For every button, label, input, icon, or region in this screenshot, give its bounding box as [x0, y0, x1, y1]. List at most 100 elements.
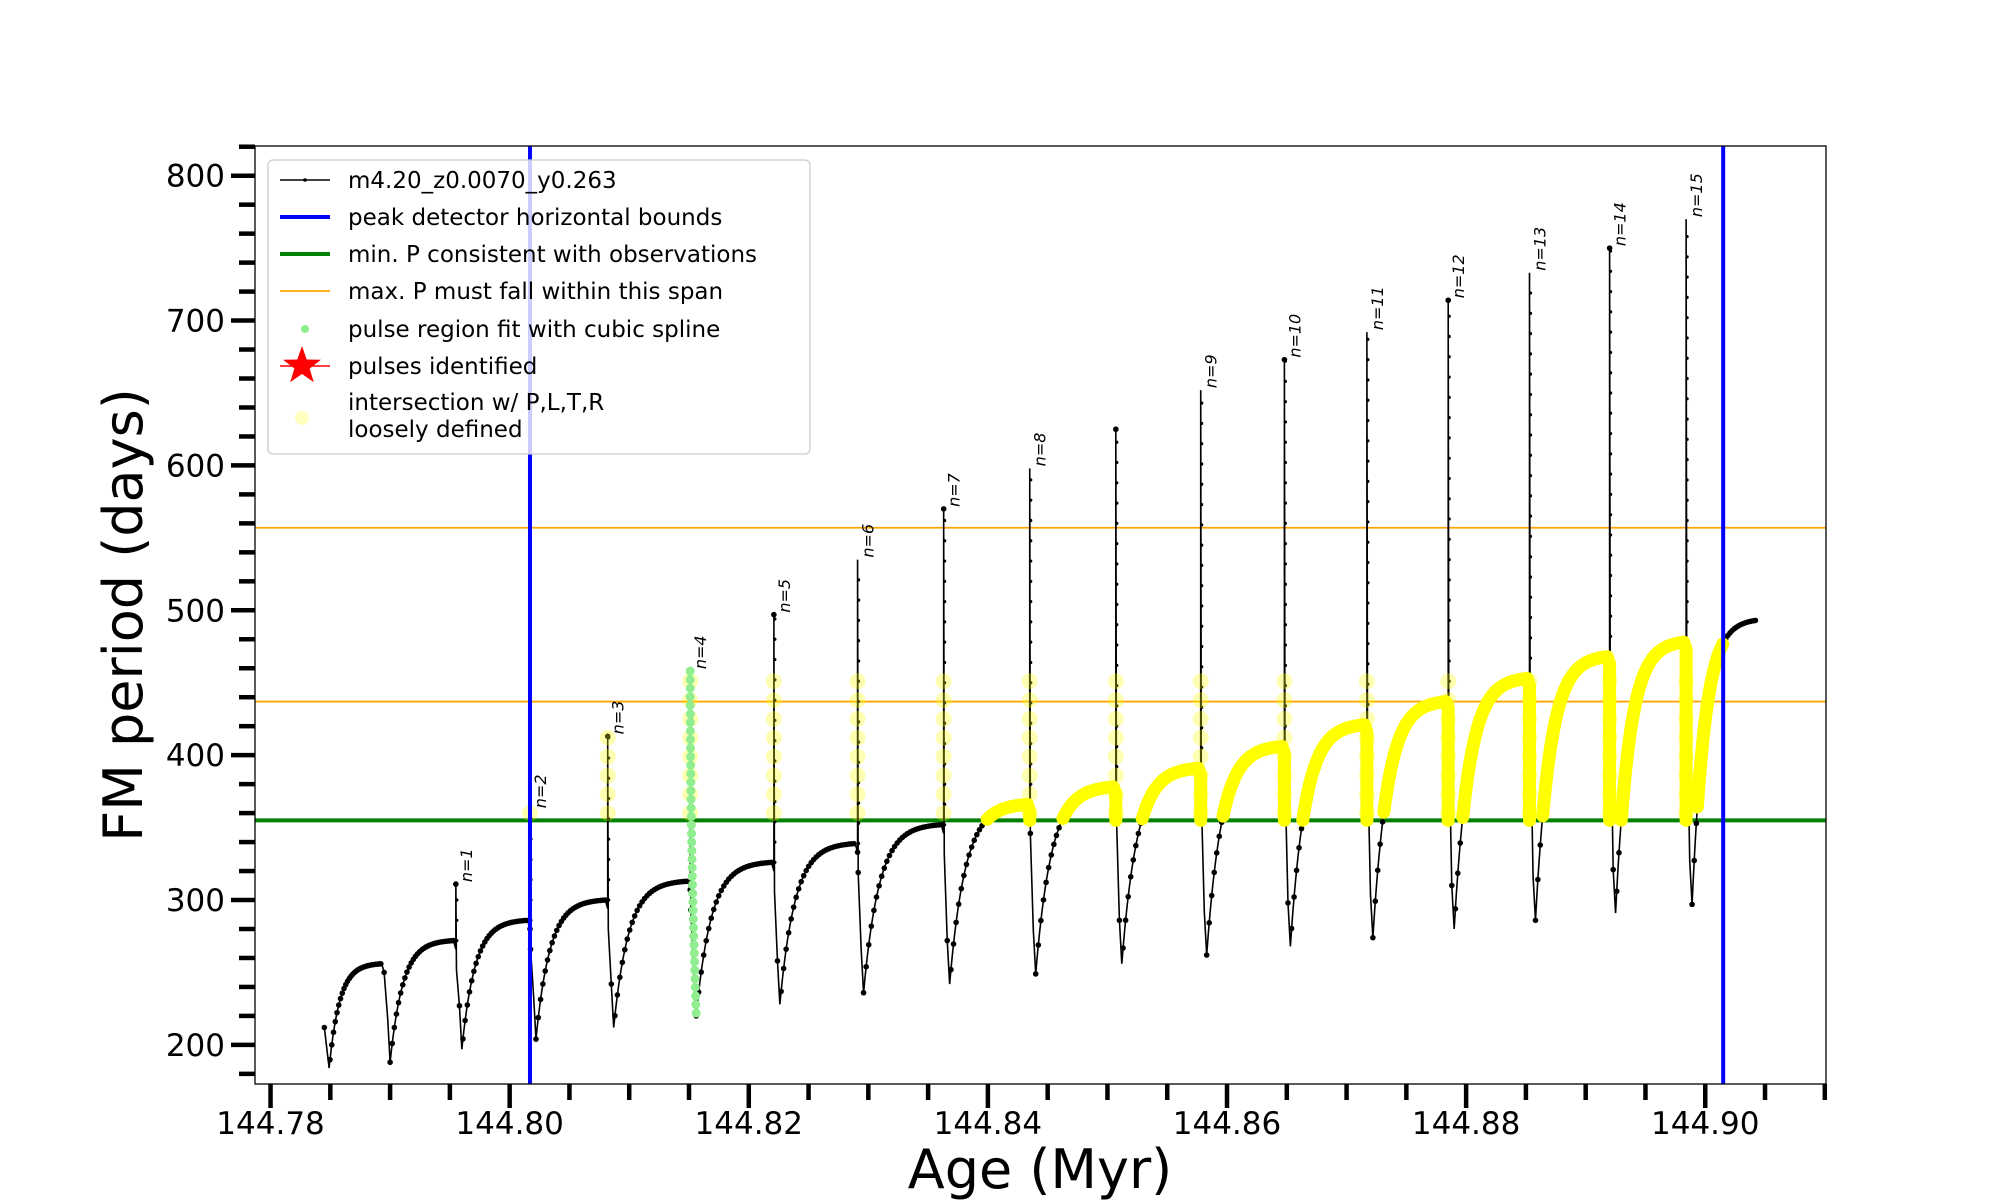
intersection-region: [1216, 739, 1291, 827]
data-point: [1366, 418, 1370, 423]
x-tick-label: 144.84: [934, 1106, 1042, 1142]
data-point: [1447, 395, 1451, 399]
data-point: [1372, 898, 1379, 904]
data-point: [1288, 925, 1295, 932]
intersection-point: [1678, 748, 1695, 765]
data-point: [868, 923, 875, 929]
data-point: [851, 840, 857, 847]
data-point: [715, 893, 722, 899]
data-point: [607, 736, 611, 740]
data-point: [1283, 562, 1287, 566]
data-point: [1120, 945, 1126, 951]
data-point: [1693, 820, 1700, 827]
data-point: [718, 887, 725, 894]
data-point: [1200, 523, 1204, 527]
intersection-point: [1440, 729, 1457, 746]
spline-point: [687, 854, 697, 864]
data-point: [971, 837, 978, 844]
data-point: [943, 539, 947, 543]
data-point: [617, 974, 623, 981]
data-point: [1056, 824, 1062, 831]
data-point: [1685, 437, 1689, 441]
intersection-point: [1521, 748, 1538, 765]
data-point: [773, 678, 777, 682]
data-point: [1115, 562, 1119, 566]
intersection-point: [765, 710, 782, 727]
intersection-point: [1192, 805, 1209, 822]
data-point: [1115, 602, 1119, 607]
intersection-point: [1021, 748, 1038, 765]
intersection-region: [1135, 761, 1208, 827]
data-point: [1029, 620, 1033, 624]
intersection-point: [1192, 748, 1209, 765]
intersection-point: [1440, 692, 1457, 709]
data-point: [1528, 413, 1533, 417]
intersection-point: [1276, 729, 1293, 746]
data-point: [1457, 840, 1464, 846]
data-point: [475, 953, 482, 960]
data-point: [1685, 356, 1689, 360]
intersection-point: [1440, 767, 1457, 784]
spline-point: [689, 940, 699, 950]
data-point: [708, 915, 715, 921]
data-point: [773, 759, 777, 763]
data-point: [961, 872, 967, 879]
data-point: [1283, 501, 1287, 505]
data-point: [773, 799, 777, 804]
data-point: [1130, 857, 1137, 863]
x-axis-label: Age (Myr): [908, 1138, 1173, 1200]
intersection-point: [1521, 692, 1538, 709]
data-point: [1283, 521, 1287, 525]
intersection-point: [1276, 805, 1293, 822]
data-point: [547, 947, 553, 954]
data-point: [330, 1029, 337, 1036]
data-point: [1528, 372, 1533, 376]
data-point: [391, 1024, 398, 1031]
data-point: [1200, 604, 1204, 608]
data-point: [713, 899, 720, 905]
data-point: [773, 820, 777, 824]
data-point: [943, 762, 947, 766]
data-point: [1685, 397, 1689, 401]
data-point: [1115, 481, 1119, 485]
data-point: [1051, 841, 1057, 848]
data-point: [1528, 311, 1533, 315]
intersection-point: [1678, 767, 1695, 784]
data-point: [856, 699, 861, 704]
data-point: [1285, 900, 1291, 906]
spline-point: [689, 931, 699, 941]
pulse-label: n=15: [1687, 173, 1706, 217]
intersection-region: [1456, 671, 1536, 827]
data-point: [631, 913, 638, 919]
data-point: [1608, 411, 1613, 415]
data-point: [456, 1002, 463, 1009]
data-point: [950, 941, 957, 947]
spline-point: [688, 888, 698, 898]
pulse-label: n=3: [609, 701, 628, 735]
data-point: [556, 922, 562, 929]
data-point: [602, 897, 609, 903]
data-point: [1366, 459, 1370, 463]
data-point: [1528, 392, 1533, 397]
data-point: [703, 937, 710, 944]
data-point: [1366, 581, 1370, 585]
intersection-point: [1358, 786, 1375, 803]
spline-point: [686, 760, 696, 770]
data-point: [1203, 952, 1210, 958]
data-point: [1366, 479, 1370, 483]
spline-point: [685, 743, 695, 753]
intersection-point: [1440, 786, 1457, 803]
data-point: [619, 959, 626, 966]
intersection-point: [935, 673, 952, 690]
data-point: [1528, 433, 1533, 437]
data-point: [1040, 897, 1047, 903]
data-point: [395, 999, 402, 1006]
data-point: [878, 873, 885, 880]
pulse-label: n=10: [1285, 314, 1304, 358]
data-point: [332, 1018, 339, 1025]
data-point: [1608, 513, 1613, 517]
data-point: [1366, 702, 1370, 707]
data-point: [1283, 684, 1287, 688]
data-point: [1374, 867, 1381, 874]
